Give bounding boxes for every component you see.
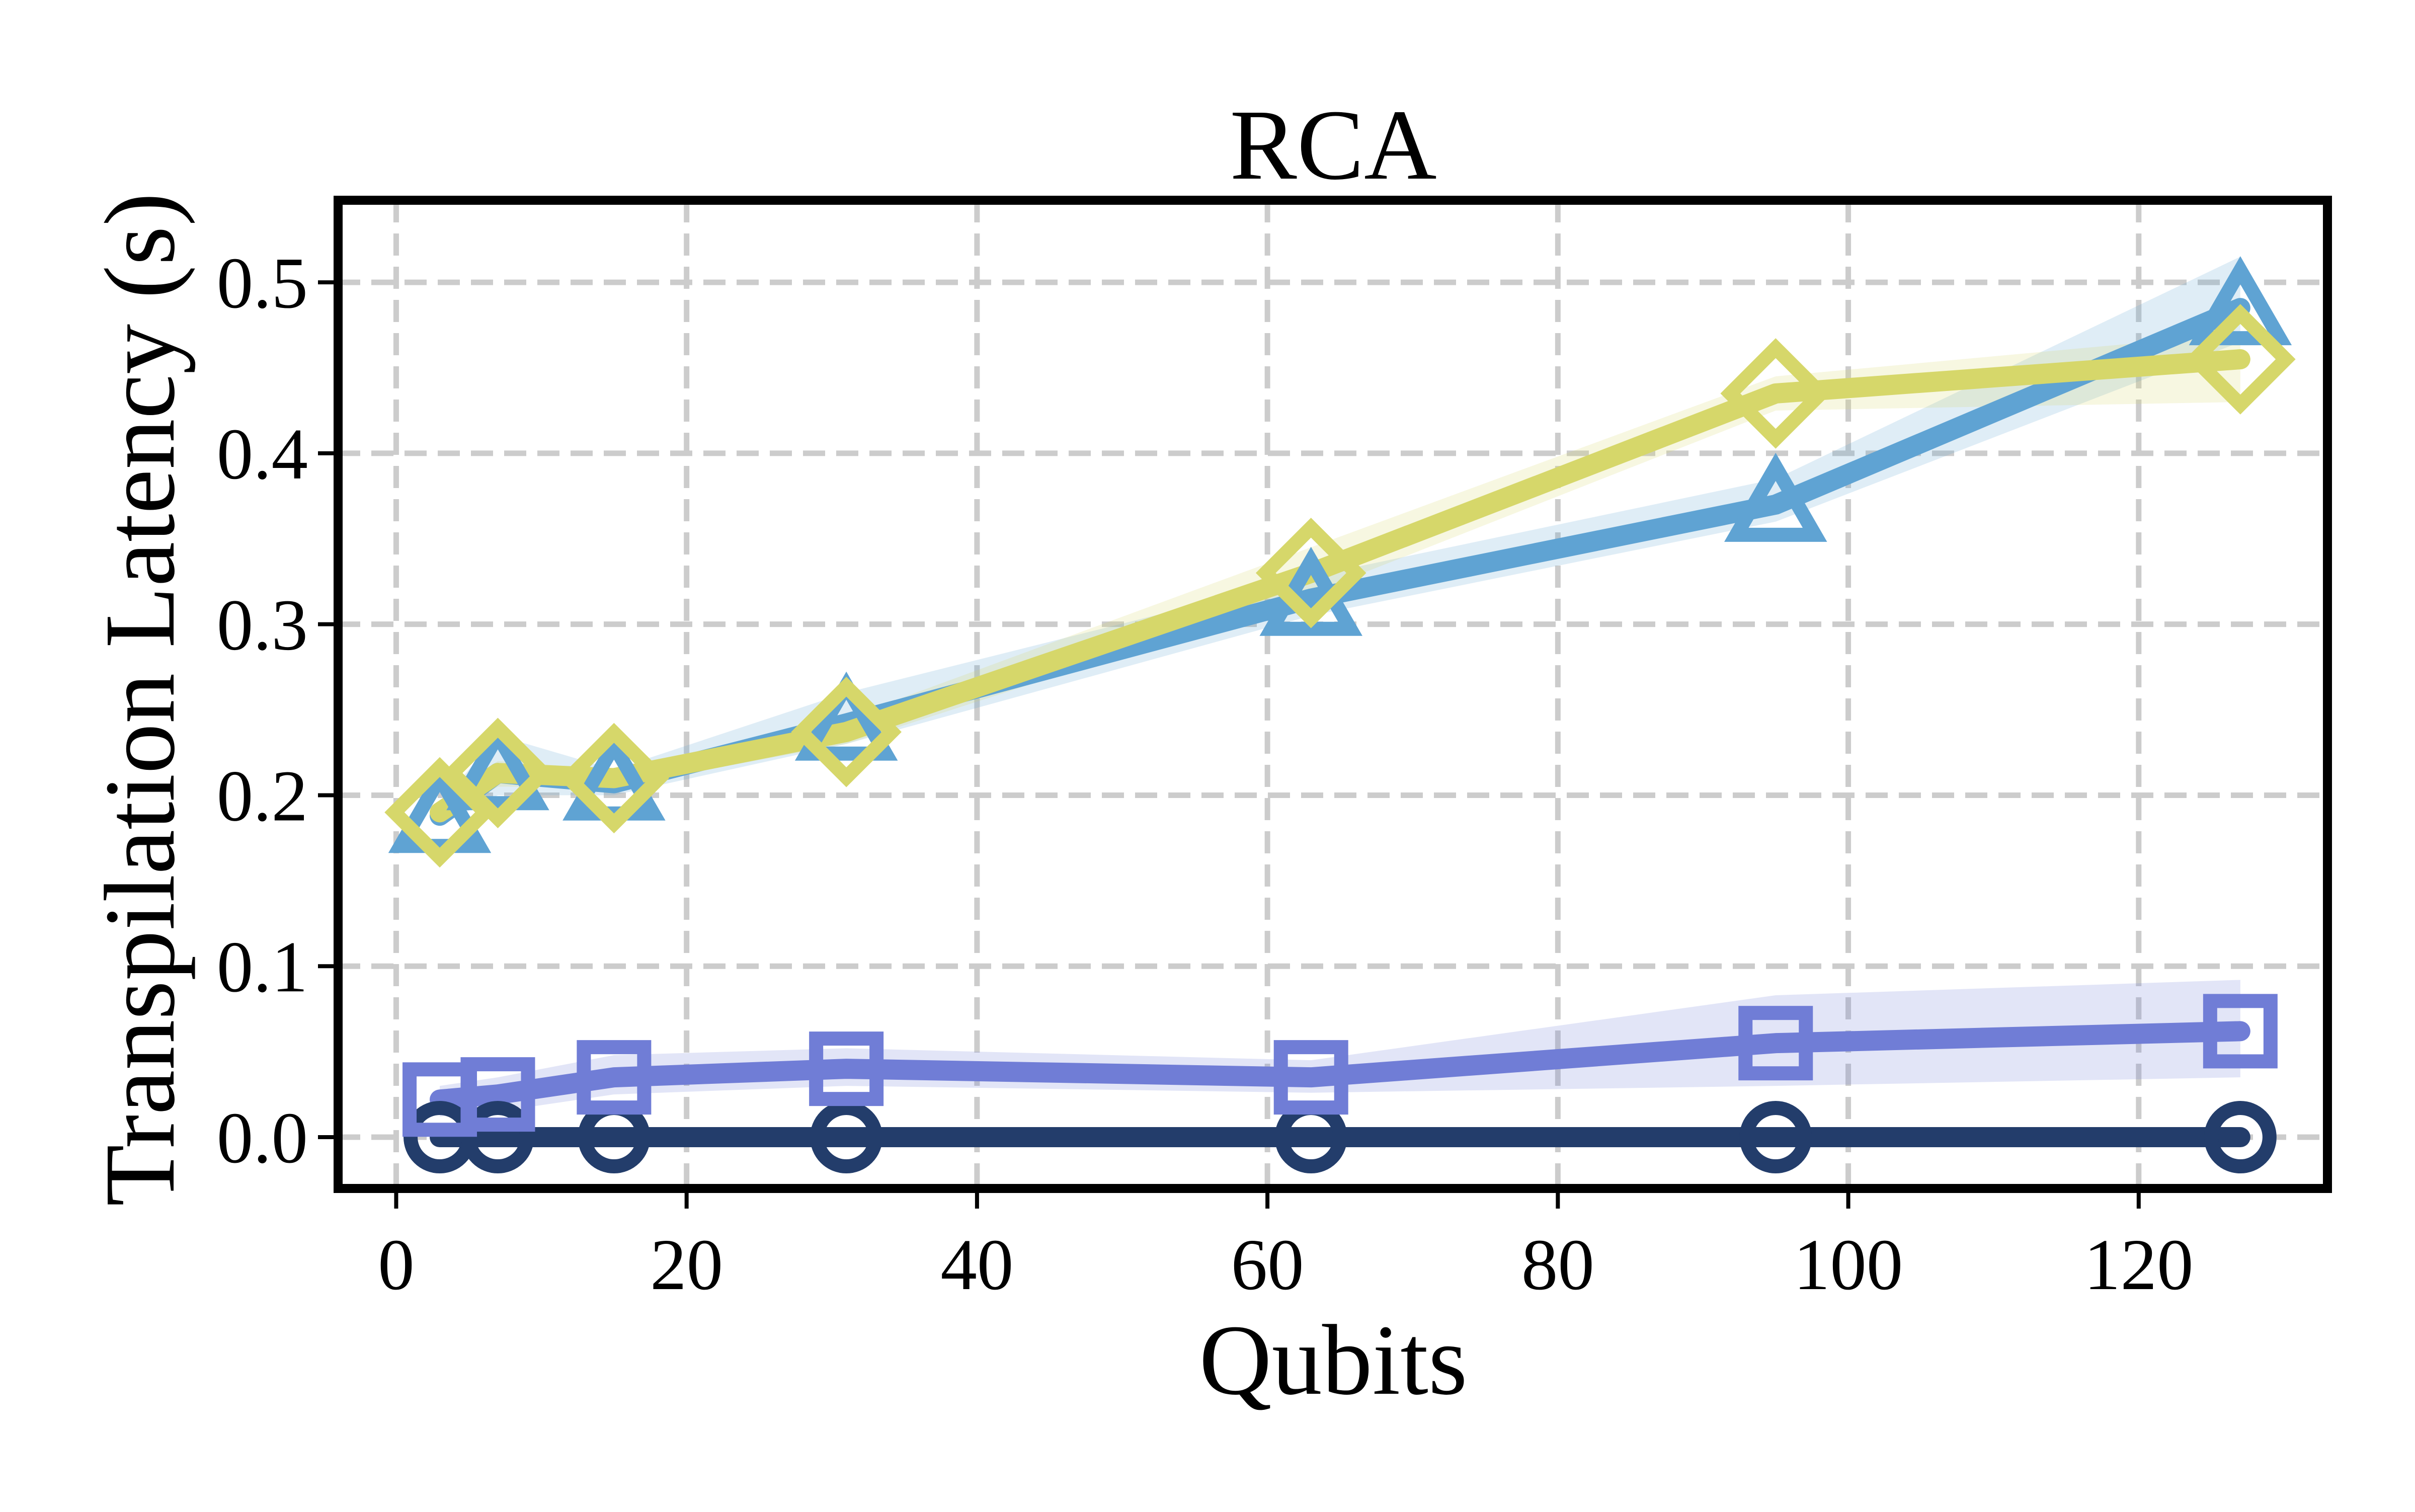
data-point-diamond: [558, 723, 670, 834]
y-tick-label: 0.1: [217, 927, 308, 1007]
series-3-band: [440, 334, 2240, 821]
x-tick-label: 120: [2084, 1225, 2194, 1305]
y-axis-label: Transpilation Latency (s): [85, 193, 196, 1206]
y-tick-label: 0.2: [217, 756, 308, 836]
data-point-circle: [461, 1101, 534, 1174]
data-point-triangle: [388, 764, 492, 853]
data-point-square: [809, 1031, 884, 1106]
y-tick-label: 0.4: [217, 414, 308, 495]
plot-frame: [334, 196, 2332, 1193]
data-point-diamond: [1255, 517, 1366, 628]
data-point-square: [1738, 1006, 1813, 1081]
x-tick-label: 80: [1521, 1225, 1594, 1305]
data-point-triangle: [1724, 452, 1827, 542]
x-tick-label: 0: [378, 1225, 415, 1305]
chart-title: RCA: [1230, 90, 1436, 201]
data-point-diamond: [1720, 338, 1831, 449]
data-point-circle: [1739, 1101, 1812, 1174]
x-tick-label: 20: [650, 1225, 723, 1305]
series-diamond-line: [430, 349, 2250, 823]
x-tick-label: 40: [940, 1225, 1013, 1305]
y-axis-ticks: 0.0 0.1 0.2 0.3 0.4 0.5: [217, 243, 334, 1178]
data-point-diamond: [791, 676, 902, 787]
data-point-square: [577, 1040, 652, 1115]
x-axis-ticks: 0 20 40 60 80 100 120: [378, 1193, 2194, 1305]
x-tick-label: 60: [1231, 1225, 1304, 1305]
series-lines: [430, 298, 2250, 1148]
y-tick-label: 0.5: [217, 243, 308, 324]
data-point-triangle: [562, 731, 666, 821]
x-tick-label: 100: [1794, 1225, 1903, 1305]
data-point-circle: [2204, 1101, 2277, 1174]
data-point-triangle: [2189, 256, 2292, 346]
data-point-square: [2203, 994, 2278, 1069]
series-square-line: [430, 1021, 2250, 1110]
y-tick-label: 0.0: [217, 1098, 308, 1178]
data-point-triangle: [794, 671, 898, 761]
data-point-diamond: [2185, 304, 2296, 415]
data-point-triangle: [446, 721, 549, 811]
y-tick-label: 0.3: [217, 585, 308, 666]
data-point-circle: [810, 1101, 883, 1174]
series-markers: [384, 256, 2296, 1174]
data-point-square: [460, 1057, 535, 1132]
data-point-square: [1273, 1040, 1348, 1115]
data-point-diamond: [442, 718, 553, 829]
x-axis-label: Qubits: [1199, 1305, 1467, 1416]
series-2-band: [440, 257, 2240, 826]
